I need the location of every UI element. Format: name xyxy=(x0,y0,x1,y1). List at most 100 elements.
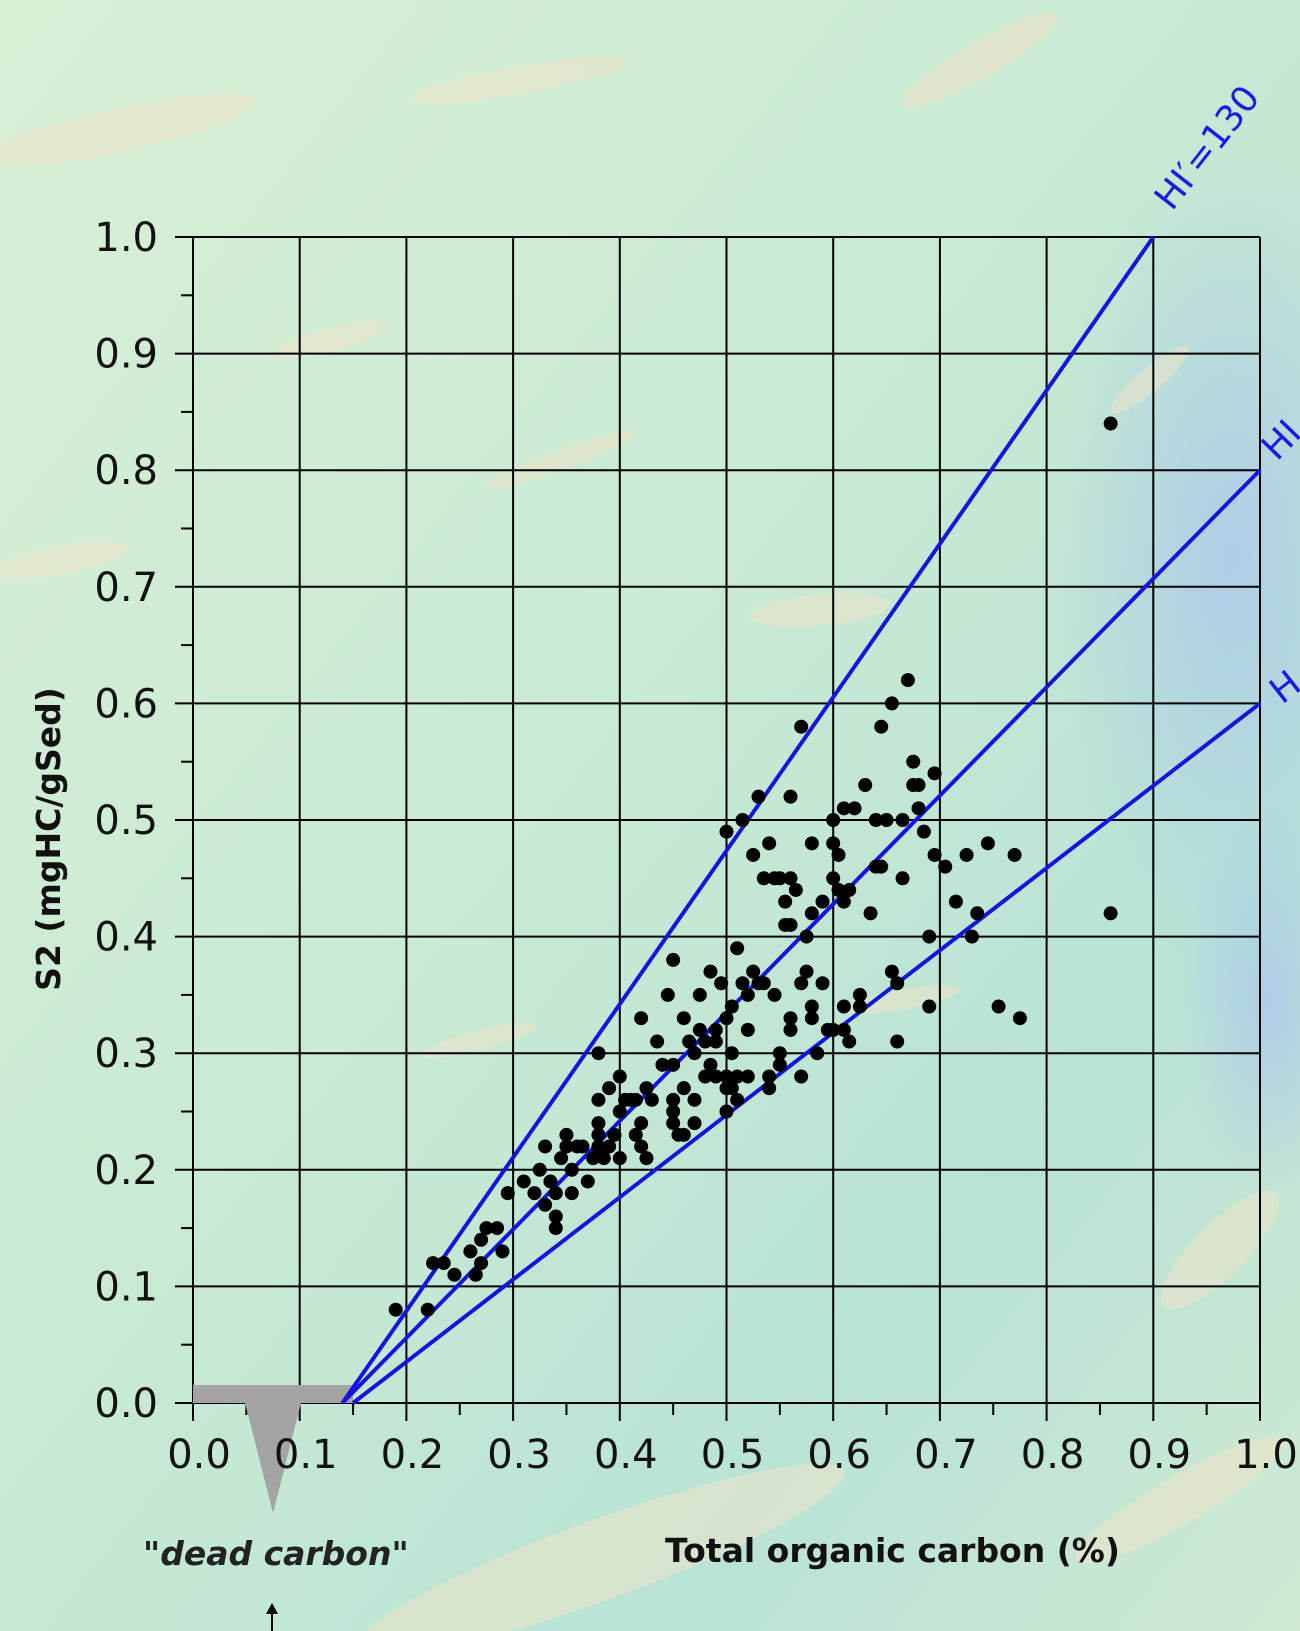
y-tick-label: 0.0 xyxy=(94,1381,158,1427)
y-tick-label: 0.3 xyxy=(94,1031,158,1077)
data-point xyxy=(468,1267,483,1282)
data-point xyxy=(676,1127,691,1142)
data-point xyxy=(479,1221,494,1236)
data-point xyxy=(447,1267,462,1282)
x-tick-label: 0.6 xyxy=(807,1432,871,1478)
data-point xyxy=(884,696,899,711)
data-point xyxy=(666,1057,681,1072)
data-point xyxy=(890,1034,905,1049)
data-point xyxy=(772,1046,787,1061)
data-point xyxy=(666,1116,681,1131)
x-tick-label: 1.0 xyxy=(1234,1432,1298,1478)
y-tick-labels: 0.0 0.1 0.2 0.3 0.4 0.5 0.6 0.7 0.8 0.9 1.0 xyxy=(94,215,158,1427)
data-point xyxy=(714,976,729,991)
map-deep-water xyxy=(1180,800,1300,1200)
data-point xyxy=(740,1022,755,1037)
data-point xyxy=(746,964,761,979)
y-tick-label: 0.8 xyxy=(94,448,158,494)
data-point xyxy=(751,789,766,804)
x-tick-label: 0.2 xyxy=(381,1432,445,1478)
data-point xyxy=(596,1151,611,1166)
data-point xyxy=(826,813,841,827)
data-point xyxy=(911,801,926,816)
data-point xyxy=(495,1244,510,1259)
data-point xyxy=(612,1069,627,1084)
data-point xyxy=(639,1151,654,1166)
data-point xyxy=(938,859,953,874)
dead-carbon-arrowhead xyxy=(266,1603,278,1614)
data-point xyxy=(474,1232,489,1247)
x-tick-label: 0.5 xyxy=(701,1432,765,1478)
data-point xyxy=(591,1127,606,1142)
data-point xyxy=(767,987,782,1002)
data-point xyxy=(692,987,707,1002)
reference-line xyxy=(351,701,1262,1405)
x-tick-label: 0.8 xyxy=(1021,1432,1085,1478)
data-point xyxy=(772,871,787,886)
data-point xyxy=(591,1046,606,1061)
data-point xyxy=(516,1174,531,1189)
map-deep-water xyxy=(1050,140,1300,980)
data-point xyxy=(826,1022,841,1037)
data-point xyxy=(794,719,809,734)
data-point xyxy=(730,1092,745,1107)
data-point xyxy=(660,987,675,1002)
data-point xyxy=(644,1092,659,1107)
dead-carbon-label: "dead carbon" xyxy=(143,1534,409,1573)
x-tick-label: 0.1 xyxy=(274,1432,338,1478)
data-point xyxy=(778,894,793,909)
data-point xyxy=(708,1069,723,1084)
data-point xyxy=(804,836,819,851)
data-point xyxy=(655,1057,670,1072)
data-point xyxy=(895,813,910,827)
data-point xyxy=(548,1209,563,1224)
data-point xyxy=(740,987,755,1002)
data-point xyxy=(463,1244,478,1259)
data-point xyxy=(1103,416,1118,431)
data-point xyxy=(730,1069,745,1084)
data-point xyxy=(687,1046,702,1061)
data-point xyxy=(922,929,937,944)
data-point xyxy=(687,1092,702,1107)
data-point xyxy=(719,1104,734,1119)
data-point xyxy=(879,813,894,827)
data-point xyxy=(676,1011,691,1026)
data-point xyxy=(756,976,771,991)
data-point xyxy=(436,1256,451,1271)
data-point xyxy=(927,847,942,862)
data-point xyxy=(906,754,921,769)
data-point xyxy=(639,1081,654,1096)
data-point xyxy=(634,1139,649,1154)
data-point xyxy=(666,1092,681,1107)
data-point xyxy=(874,859,889,874)
data-point xyxy=(426,1256,441,1271)
data-point xyxy=(538,1139,553,1154)
data-point xyxy=(724,999,739,1014)
data-point xyxy=(815,976,830,991)
data-point xyxy=(735,813,750,827)
data-point xyxy=(708,1022,723,1037)
data-point xyxy=(836,1022,851,1037)
data-point xyxy=(804,999,819,1014)
data-point xyxy=(724,1081,739,1096)
data-point xyxy=(804,1011,819,1026)
data-point xyxy=(831,847,846,862)
dead-carbon-band xyxy=(193,1385,354,1403)
data-point xyxy=(591,1092,606,1107)
data-point xyxy=(650,1034,665,1049)
data-point xyxy=(772,1057,787,1072)
data-point xyxy=(836,894,851,909)
data-point xyxy=(794,1069,809,1084)
data-point xyxy=(842,882,857,897)
y-tick-label: 0.9 xyxy=(94,332,158,378)
data-point xyxy=(868,813,883,827)
data-point xyxy=(911,778,926,793)
dead-carbon-triangle xyxy=(245,1403,302,1513)
data-point xyxy=(799,929,814,944)
y-tick-label: 0.4 xyxy=(94,915,158,961)
data-point xyxy=(527,1186,542,1201)
data-point xyxy=(858,778,873,793)
data-point xyxy=(810,1046,825,1061)
data-point xyxy=(762,1069,777,1084)
